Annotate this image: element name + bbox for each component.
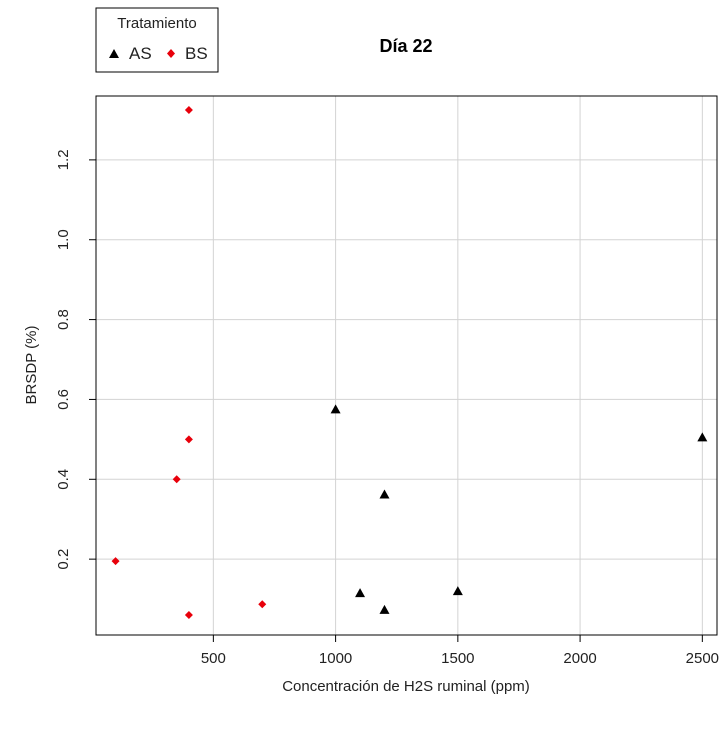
data-point-as bbox=[379, 604, 390, 614]
x-tick-label: 500 bbox=[201, 650, 226, 667]
data-point-bs bbox=[184, 611, 193, 620]
x-axis: 500 1000 1500 2000 2500 bbox=[201, 635, 719, 667]
x-tick-label: 2500 bbox=[686, 650, 719, 667]
plot-frame bbox=[95, 95, 718, 636]
data-point-as bbox=[697, 432, 708, 442]
legend-label-bs: BS bbox=[185, 44, 208, 63]
y-axis: 0.2 0.4 0.6 0.8 1.0 1.2 bbox=[55, 149, 96, 570]
data-point-as bbox=[355, 588, 366, 598]
y-axis-title: BRSDP (%) bbox=[23, 326, 40, 405]
x-axis-title: Concentración de H2S ruminal (ppm) bbox=[282, 678, 530, 695]
y-tick-label: 0.4 bbox=[55, 469, 72, 490]
chart-title: Día 22 bbox=[379, 36, 432, 56]
legend-label-as: AS bbox=[129, 44, 152, 63]
grid-lines bbox=[96, 96, 717, 635]
y-tick-label: 0.2 bbox=[55, 549, 72, 570]
x-tick-label: 2000 bbox=[563, 650, 596, 667]
data-point-bs bbox=[258, 600, 267, 609]
x-tick-label: 1500 bbox=[441, 650, 474, 667]
data-point-bs bbox=[111, 557, 120, 566]
y-tick-label: 1.2 bbox=[55, 149, 72, 170]
data-point-as bbox=[452, 586, 463, 596]
legend-diamond-marker bbox=[167, 49, 175, 58]
legend: Tratamiento AS BS bbox=[95, 7, 219, 73]
x-tick-label: 1000 bbox=[319, 650, 352, 667]
data-point-bs bbox=[172, 475, 181, 484]
y-tick-label: 1.0 bbox=[55, 229, 72, 250]
legend-title: Tratamiento bbox=[117, 15, 196, 32]
data-point-bs bbox=[184, 105, 193, 114]
data-point-as bbox=[379, 489, 390, 499]
legend-box bbox=[95, 7, 219, 73]
y-tick-label: 0.8 bbox=[55, 309, 72, 330]
data-point-bs bbox=[184, 435, 193, 444]
data-point-as bbox=[330, 404, 341, 414]
legend-triangle-marker bbox=[109, 49, 119, 58]
data-points bbox=[111, 105, 708, 620]
y-tick-label: 0.6 bbox=[55, 389, 72, 410]
